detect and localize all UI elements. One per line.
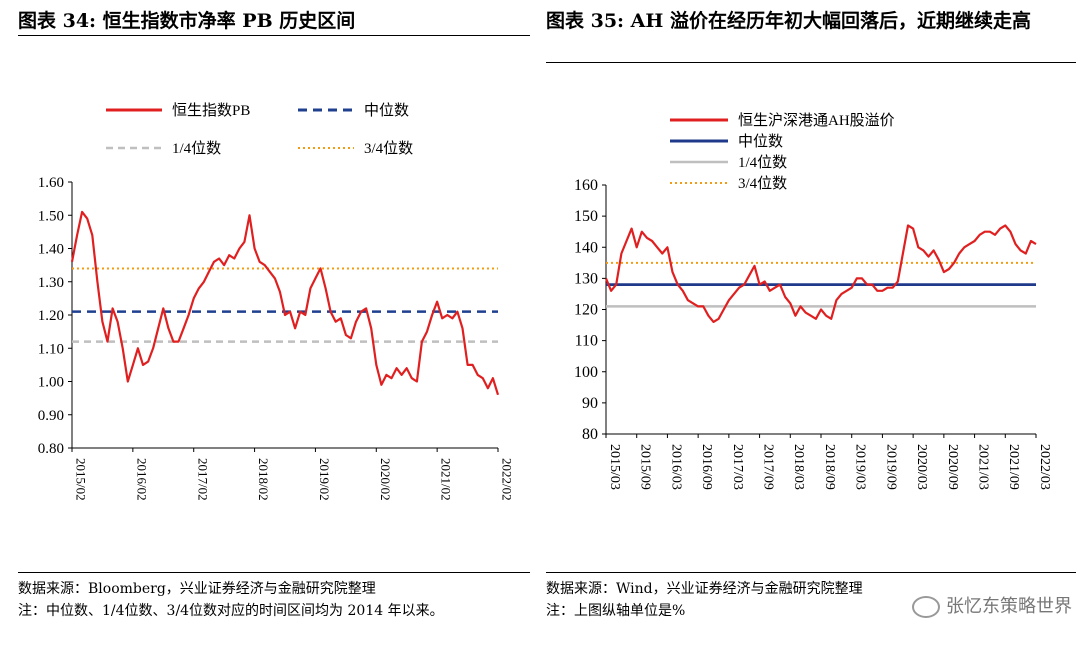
- legend-label: 中位数: [738, 133, 783, 150]
- x-tick-label: 2021/03: [975, 444, 990, 490]
- x-tick-label: 2019/03: [853, 444, 868, 490]
- x-tick-label: 2017/09: [760, 444, 775, 490]
- y-tick-label: 0.80: [38, 441, 64, 457]
- y-tick-label: 160: [574, 177, 598, 194]
- wechat-icon: [912, 596, 940, 618]
- x-tick-label: 2018/03: [791, 444, 806, 490]
- y-tick-label: 90: [582, 395, 598, 412]
- legend-label: 1/4位数: [172, 140, 221, 157]
- legend-label: 1/4位数: [738, 154, 787, 171]
- chart-panel-pb: 图表 34: 恒生指数市净率 PB 历史区间 1.60 1.50 1.40 1.30 1…: [0, 0, 530, 654]
- source-rule: [18, 572, 530, 573]
- x-tick-label: 2016/03: [668, 444, 683, 490]
- y-tick-label: 1.30: [38, 275, 64, 291]
- y-tick-label: 130: [574, 270, 598, 287]
- x-tick-label: 2019/02: [317, 458, 332, 501]
- x-tick-label: 2021/09: [1006, 444, 1021, 490]
- y-tick-label: 80: [582, 426, 598, 443]
- x-tick-label: 2017/02: [195, 458, 210, 501]
- legend-label: 恒生指数PB: [172, 102, 250, 119]
- watermark: 张忆东策略世界: [912, 592, 1072, 618]
- x-tick-label: 2020/02: [378, 458, 393, 501]
- chart-panel-ah: 图表 35: AH 溢价在经历年初大幅回落后，近期继续走高 160 150 140 1…: [540, 0, 1080, 654]
- x-tick-label: 2022/03: [1037, 444, 1052, 490]
- y-tick-label: 1.10: [38, 341, 64, 357]
- source-text: 数据来源：Wind，兴业证券经济与金融研究院整理: [546, 581, 863, 597]
- legend-label: 中位数: [364, 102, 409, 119]
- x-tick-label: 2016/09: [699, 444, 714, 490]
- legend-label: 3/4位数: [738, 175, 787, 192]
- y-tick-label: 1.50: [38, 208, 64, 224]
- y-tick-label: 1.60: [38, 175, 64, 191]
- y-tick-label: 1.00: [38, 375, 64, 391]
- chart-title: 图表 34: 恒生指数市净率 PB 历史区间: [18, 10, 356, 32]
- x-tick-label: 2015/02: [74, 458, 89, 501]
- y-tick-label: 0.90: [38, 408, 64, 424]
- x-tick-label: 2021/02: [439, 458, 454, 501]
- legend-label: 恒生沪深港通AH股溢价: [738, 112, 895, 129]
- x-tick-label: 2016/02: [134, 458, 149, 501]
- source-text: 数据来源：Bloomberg，兴业证券经济与金融研究院整理: [18, 581, 376, 597]
- y-tick-label: 140: [574, 239, 598, 256]
- title-rule: [546, 62, 1076, 63]
- y-tick-label: 110: [575, 333, 598, 350]
- series-line-main: [70, 210, 500, 396]
- y-tick-label: 1.20: [38, 308, 64, 324]
- source-rule: [546, 572, 1076, 573]
- x-tick-label: 2022/02: [500, 458, 515, 501]
- x-tick-label: 2015/03: [607, 444, 622, 490]
- y-tick-label: 120: [574, 302, 598, 319]
- pb-chart: 1.60 1.50 1.40 1.30 1.20 1.10 1.00 0.90 0.80 2015…: [38, 102, 515, 501]
- series-line-main: [604, 224, 1037, 323]
- title-rule: [18, 35, 530, 36]
- note-text: 注：上图纵轴单位是%: [546, 603, 686, 619]
- x-tick-label: 2020/09: [945, 444, 960, 490]
- x-tick-label: 2018/09: [822, 444, 837, 490]
- legend-label: 3/4位数: [364, 140, 413, 157]
- x-tick-label: 2019/09: [883, 444, 898, 490]
- ah-chart: 160 150 140 130 120 110 100 90 80 2015/03 2015/09 2…: [574, 112, 1052, 490]
- x-tick-label: 2018/02: [256, 458, 271, 501]
- y-tick-label: 1.40: [38, 242, 64, 258]
- x-tick-label: 2017/03: [730, 444, 745, 490]
- x-tick-label: 2020/03: [914, 444, 929, 490]
- watermark-text: 张忆东策略世界: [946, 596, 1072, 617]
- chart-title: 图表 35: AH 溢价在经历年初大幅回落后，近期继续走高: [546, 10, 1031, 32]
- y-tick-label: 150: [574, 208, 598, 225]
- x-tick-label: 2015/09: [638, 444, 653, 490]
- note-text: 注：中位数、1/4位数、3/4位数对应的时间区间均为 2014 年以来。: [18, 603, 444, 619]
- y-tick-label: 100: [574, 364, 598, 381]
